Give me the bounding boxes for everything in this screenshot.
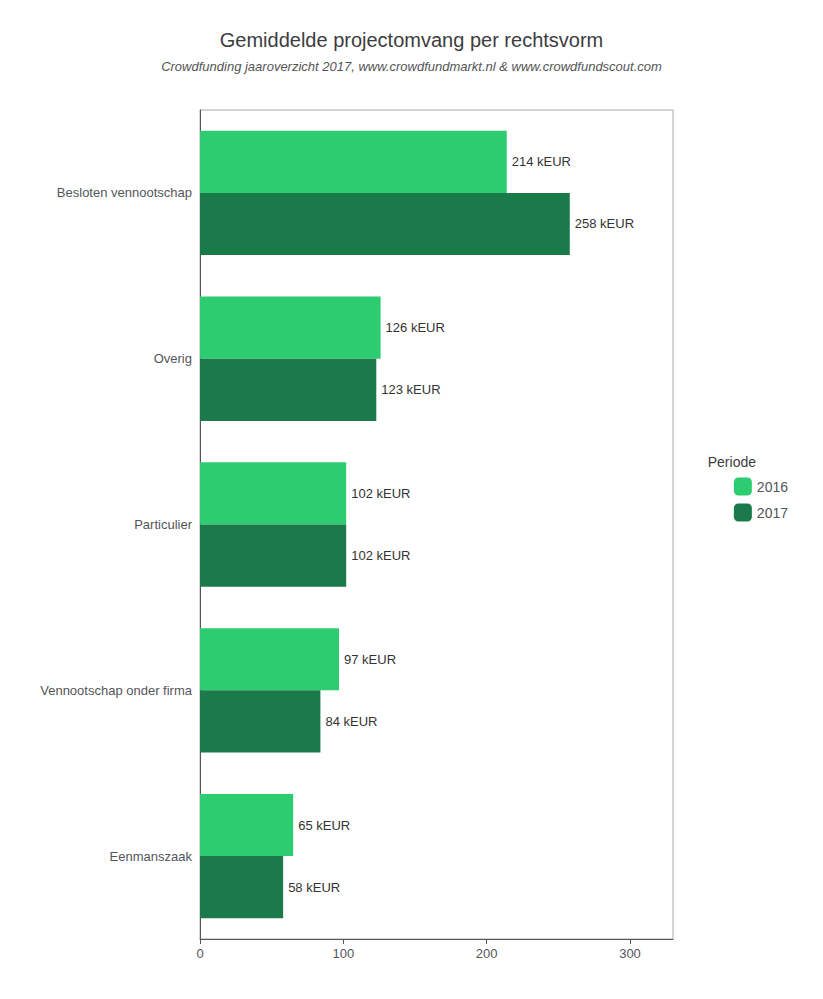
- svg-text:300: 300: [619, 946, 641, 961]
- svg-text:2016: 2016: [757, 479, 788, 495]
- svg-text:Particulier: Particulier: [134, 517, 192, 532]
- svg-text:Besloten vennootschap: Besloten vennootschap: [57, 185, 192, 200]
- svg-text:100: 100: [332, 946, 354, 961]
- svg-text:Eenmanszaak: Eenmanszaak: [110, 849, 193, 864]
- svg-text:Vennootschap onder firma: Vennootschap onder firma: [40, 683, 193, 698]
- svg-text:2017: 2017: [757, 505, 788, 521]
- svg-text:214 kEUR: 214 kEUR: [512, 154, 571, 169]
- svg-text:97 kEUR: 97 kEUR: [344, 652, 396, 667]
- svg-text:102 kEUR: 102 kEUR: [351, 486, 410, 501]
- svg-text:123 kEUR: 123 kEUR: [381, 382, 440, 397]
- svg-text:Overig: Overig: [154, 351, 192, 366]
- svg-text:Crowdfunding jaaroverzicht 201: Crowdfunding jaaroverzicht 2017, www.cro…: [161, 59, 662, 74]
- svg-text:Gemiddelde projectomvang per r: Gemiddelde projectomvang per rechtsvorm: [220, 29, 604, 51]
- svg-text:102 kEUR: 102 kEUR: [351, 548, 410, 563]
- svg-text:65 kEUR: 65 kEUR: [298, 818, 350, 833]
- svg-text:200: 200: [476, 946, 498, 961]
- svg-text:0: 0: [196, 946, 203, 961]
- svg-text:258 kEUR: 258 kEUR: [575, 216, 634, 231]
- svg-text:84 kEUR: 84 kEUR: [325, 714, 377, 729]
- svg-text:58 kEUR: 58 kEUR: [288, 880, 340, 895]
- svg-text:126 kEUR: 126 kEUR: [386, 320, 445, 335]
- svg-text:Periode: Periode: [708, 454, 756, 470]
